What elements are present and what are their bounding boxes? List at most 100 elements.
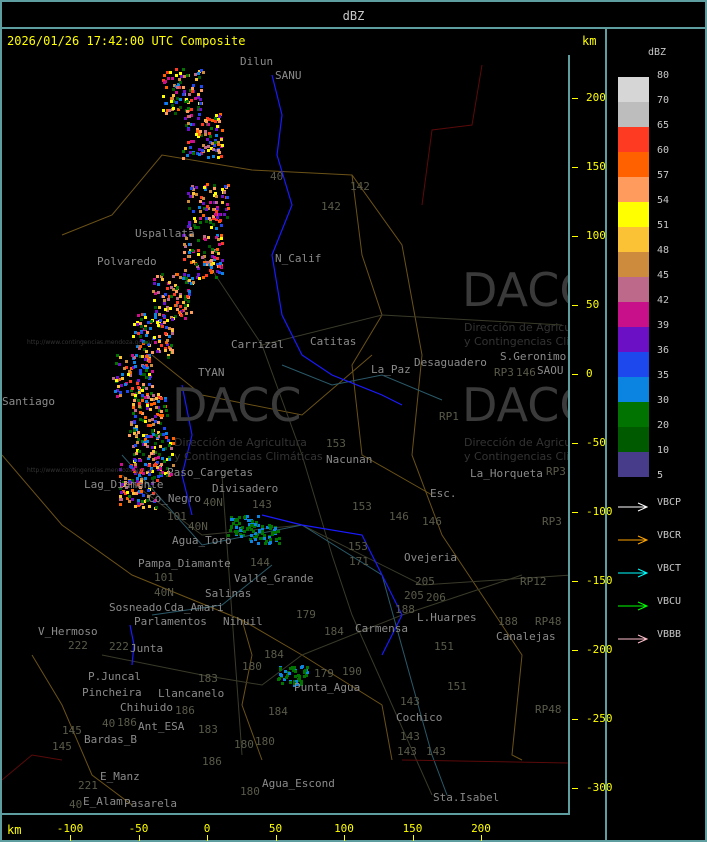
- echo-pixel: [150, 435, 153, 438]
- echo-pixel: [153, 278, 156, 281]
- echo-pixel: [137, 431, 140, 434]
- echo-pixel: [178, 311, 181, 314]
- echo-pixel: [145, 334, 148, 337]
- echo-pixel: [151, 429, 154, 432]
- echo-pixel: [166, 109, 169, 112]
- echo-pixel: [261, 525, 264, 528]
- echo-pixel: [162, 109, 165, 112]
- x-tick: [412, 835, 414, 841]
- legend-swatch: [618, 152, 649, 177]
- echo-pixel: [203, 186, 206, 189]
- echo-pixel: [216, 216, 219, 219]
- radar-name: VBCT: [657, 563, 682, 574]
- echo-pixel: [265, 540, 268, 543]
- echo-pixel: [152, 398, 155, 401]
- echo-pixel: [153, 446, 156, 449]
- route-number: 171: [349, 555, 369, 568]
- echo-pixel: [168, 335, 171, 338]
- echo-pixel: [141, 313, 144, 316]
- legend-swatch: [618, 127, 649, 152]
- echo-pixel: [190, 187, 193, 190]
- echo-pixel: [198, 133, 201, 136]
- radar-name: VBCU: [657, 596, 682, 607]
- echo-pixel: [219, 219, 222, 222]
- echo-pixel: [204, 133, 207, 136]
- echo-pixel: [207, 156, 210, 159]
- echo-pixel: [159, 472, 162, 475]
- echo-pixel: [211, 119, 214, 122]
- echo-pixel: [218, 151, 221, 154]
- echo-pixel: [170, 286, 173, 289]
- echo-pixel: [229, 529, 232, 532]
- echo-pixel: [192, 192, 195, 195]
- echo-pixel: [283, 678, 286, 681]
- legend-value: 20: [657, 420, 670, 431]
- radar-name: VBBB: [657, 629, 682, 640]
- echo-pixel: [144, 463, 147, 466]
- place-label: Carrizal: [231, 338, 284, 351]
- echo-pixel: [171, 349, 174, 352]
- echo-pixel: [152, 492, 155, 495]
- echo-pixel: [200, 69, 203, 72]
- echo-pixel: [182, 150, 185, 153]
- echo-pixel: [146, 393, 149, 396]
- echo-pixel: [220, 234, 223, 237]
- echo-pixel: [239, 533, 242, 536]
- echo-pixel: [195, 193, 198, 196]
- echo-pixel: [141, 500, 144, 503]
- echo-pixel: [202, 71, 205, 74]
- echo-pixel: [250, 534, 253, 537]
- echo-pixel: [205, 274, 208, 277]
- route-number: 40N: [188, 520, 208, 533]
- echo-pixel: [162, 433, 165, 436]
- echo-pixel: [249, 538, 252, 541]
- echo-pixel: [297, 678, 300, 681]
- legend-swatch: [618, 302, 649, 327]
- echo-pixel: [247, 519, 250, 522]
- x-tick-label: 200: [471, 822, 491, 835]
- echo-pixel: [214, 120, 217, 123]
- echo-pixel: [126, 497, 129, 500]
- echo-pixel: [208, 132, 211, 135]
- echo-pixel: [213, 187, 216, 190]
- echo-pixel: [255, 535, 258, 538]
- echo-pixel: [165, 436, 168, 439]
- echo-pixel: [142, 434, 145, 437]
- route-number: 179: [314, 667, 334, 680]
- echo-pixel: [136, 480, 139, 483]
- echo-pixel: [266, 526, 269, 529]
- echo-pixel: [170, 316, 173, 319]
- echo-pixel: [257, 524, 260, 527]
- echo-pixel: [257, 542, 260, 545]
- place-label: Canalejas: [496, 630, 556, 643]
- echo-pixel: [218, 213, 221, 216]
- route-number: 221: [78, 779, 98, 792]
- echo-pixel: [119, 503, 122, 506]
- echo-pixel: [154, 499, 157, 502]
- echo-pixel: [172, 100, 175, 103]
- route-number: RP3: [546, 465, 566, 478]
- route-number: 183: [198, 672, 218, 685]
- x-tick-label: 150: [402, 822, 423, 835]
- echo-pixel: [202, 214, 205, 217]
- echo-pixel: [119, 394, 122, 397]
- legend-swatch: [618, 327, 649, 352]
- echo-pixel: [135, 354, 138, 357]
- route-number: 151: [447, 680, 467, 693]
- echo-pixel: [212, 215, 215, 218]
- echo-pixel: [133, 323, 136, 326]
- echo-pixel: [183, 90, 186, 93]
- echo-pixel: [198, 153, 201, 156]
- echo-pixel: [135, 434, 138, 437]
- echo-pixel: [261, 527, 264, 530]
- echo-pixel: [184, 295, 187, 298]
- echo-pixel: [134, 463, 137, 466]
- echo-pixel: [138, 450, 141, 453]
- echo-pixel: [165, 341, 168, 344]
- echo-pixel: [294, 675, 297, 678]
- echo-pixel: [150, 467, 153, 470]
- echo-pixel: [134, 505, 137, 508]
- legend-swatch: [618, 252, 649, 277]
- echo-pixel: [261, 532, 264, 535]
